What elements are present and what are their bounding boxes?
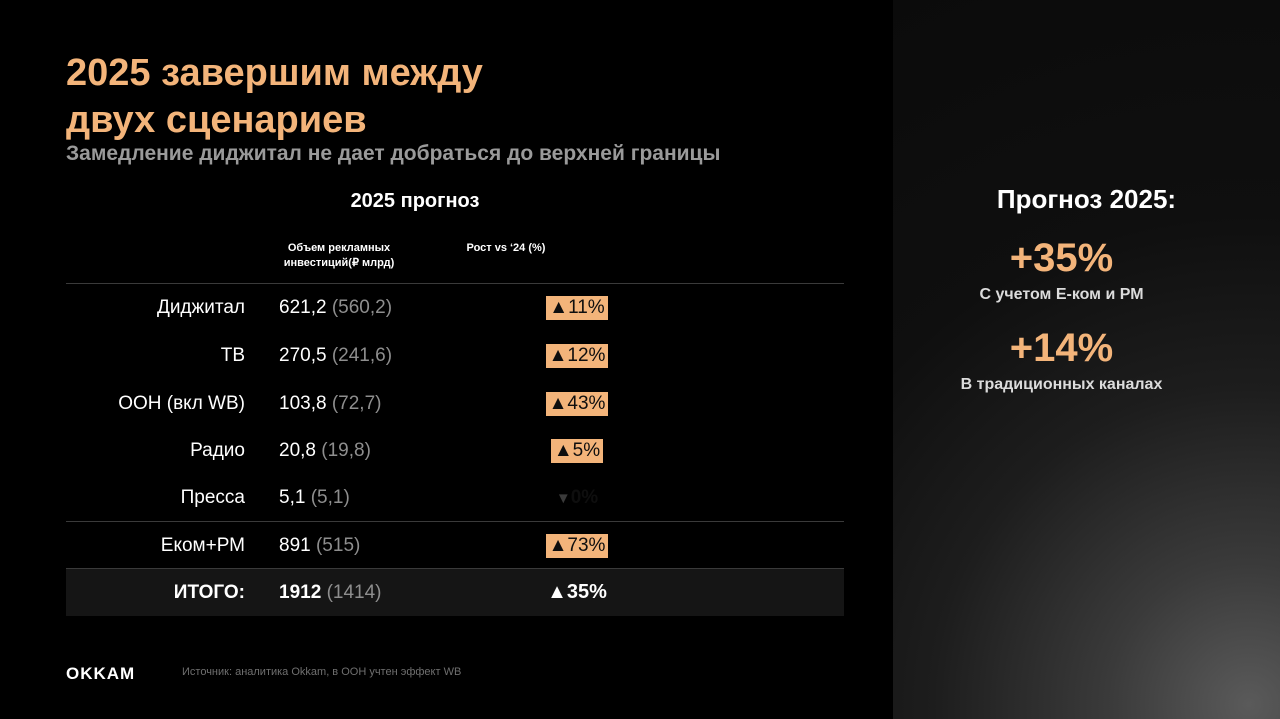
row-value: 5,1 (5,1) xyxy=(279,487,350,508)
title-line-2: двух сценариев xyxy=(66,99,367,141)
growth-badge: ▲12% xyxy=(539,344,615,368)
source-note: Источник: аналитика Okkam, в ООН учтен э… xyxy=(182,666,462,678)
stat-ecom-caption: С учетом Е-ком и РМ xyxy=(979,286,1144,303)
row-value: 621,2 (560,2) xyxy=(279,297,393,318)
total-label: ИТОГО: xyxy=(173,582,245,603)
sidebar-title: Прогноз 2025: xyxy=(996,184,1177,214)
table-heading: 2025 прогноз xyxy=(350,190,480,212)
table-row-radio: Радио 20,8 (19,8) ▲5% xyxy=(66,427,844,474)
row-label: ООН (вкл WB) xyxy=(118,393,245,414)
arrow-down-icon: ▼ xyxy=(555,490,571,507)
row-prev-value: (560,2) xyxy=(331,297,393,318)
table-row-ooh: ООН (вкл WB) 103,8 (72,7) ▲43% xyxy=(66,380,844,427)
table-row-total: ИТОГО: 1912 (1414) ▲35% xyxy=(66,569,844,616)
column-header-volume: Объем рекламных инвестиций(₽ млрд) xyxy=(283,242,395,269)
row-label: Радио xyxy=(190,440,245,461)
growth-badge-neutral: ▼0% xyxy=(555,487,599,508)
row-label: ТВ xyxy=(220,345,245,366)
slide-sidebar xyxy=(893,0,1280,719)
row-prev-value: (5,1) xyxy=(310,487,350,508)
row-prev-value: (515) xyxy=(315,535,361,556)
growth-badge: ▲73% xyxy=(539,534,615,558)
stat-ecom-value: +35% xyxy=(1009,236,1114,280)
slide-subtitle: Замедление диджитал не дает добраться до… xyxy=(66,142,721,165)
growth-badge: ▲5% xyxy=(539,439,615,463)
title-line-1: 2025 завершим между xyxy=(66,52,483,94)
row-label: Диджитал xyxy=(156,297,245,318)
row-value: 103,8 (72,7) xyxy=(279,393,382,414)
column-header-growth: Рост vs ‘24 (%) xyxy=(466,242,546,254)
table-row-ecom: Еком+РМ 891 (515) ▲73% xyxy=(66,522,844,569)
growth-badge: ▲43% xyxy=(539,392,615,416)
row-label: Еком+РМ xyxy=(160,535,245,556)
total-prev-value: (1414) xyxy=(326,582,382,603)
table-row-tv: ТВ 270,5 (241,6) ▲12% xyxy=(66,332,844,379)
table-divider-top xyxy=(66,283,844,284)
growth-badge: ▲11% xyxy=(539,296,615,320)
table-row-digital: Диджитал 621,2 (560,2) ▲11% xyxy=(66,284,844,331)
stat-traditional-value: +14% xyxy=(1009,326,1114,370)
row-prev-value: (241,6) xyxy=(331,345,393,366)
slide-title: 2025 завершим между двух сценариев xyxy=(66,50,666,144)
total-growth: ▲35% xyxy=(547,581,607,603)
row-prev-value: (19,8) xyxy=(321,440,371,461)
table-divider-mid xyxy=(66,521,844,522)
row-label: Пресса xyxy=(180,487,245,508)
row-value: 270,5 (241,6) xyxy=(279,345,393,366)
table-divider-total xyxy=(66,568,844,569)
row-prev-value: (72,7) xyxy=(331,393,382,414)
stat-traditional-caption: В традиционных каналах xyxy=(960,376,1163,393)
row-value: 20,8 (19,8) xyxy=(279,440,371,461)
table-row-press: Пресса 5,1 (5,1) ▼0% xyxy=(66,474,844,521)
total-value: 1912 (1414) xyxy=(279,582,382,603)
okkam-logo: OKKAM xyxy=(66,664,136,683)
row-value: 891 (515) xyxy=(279,535,361,556)
